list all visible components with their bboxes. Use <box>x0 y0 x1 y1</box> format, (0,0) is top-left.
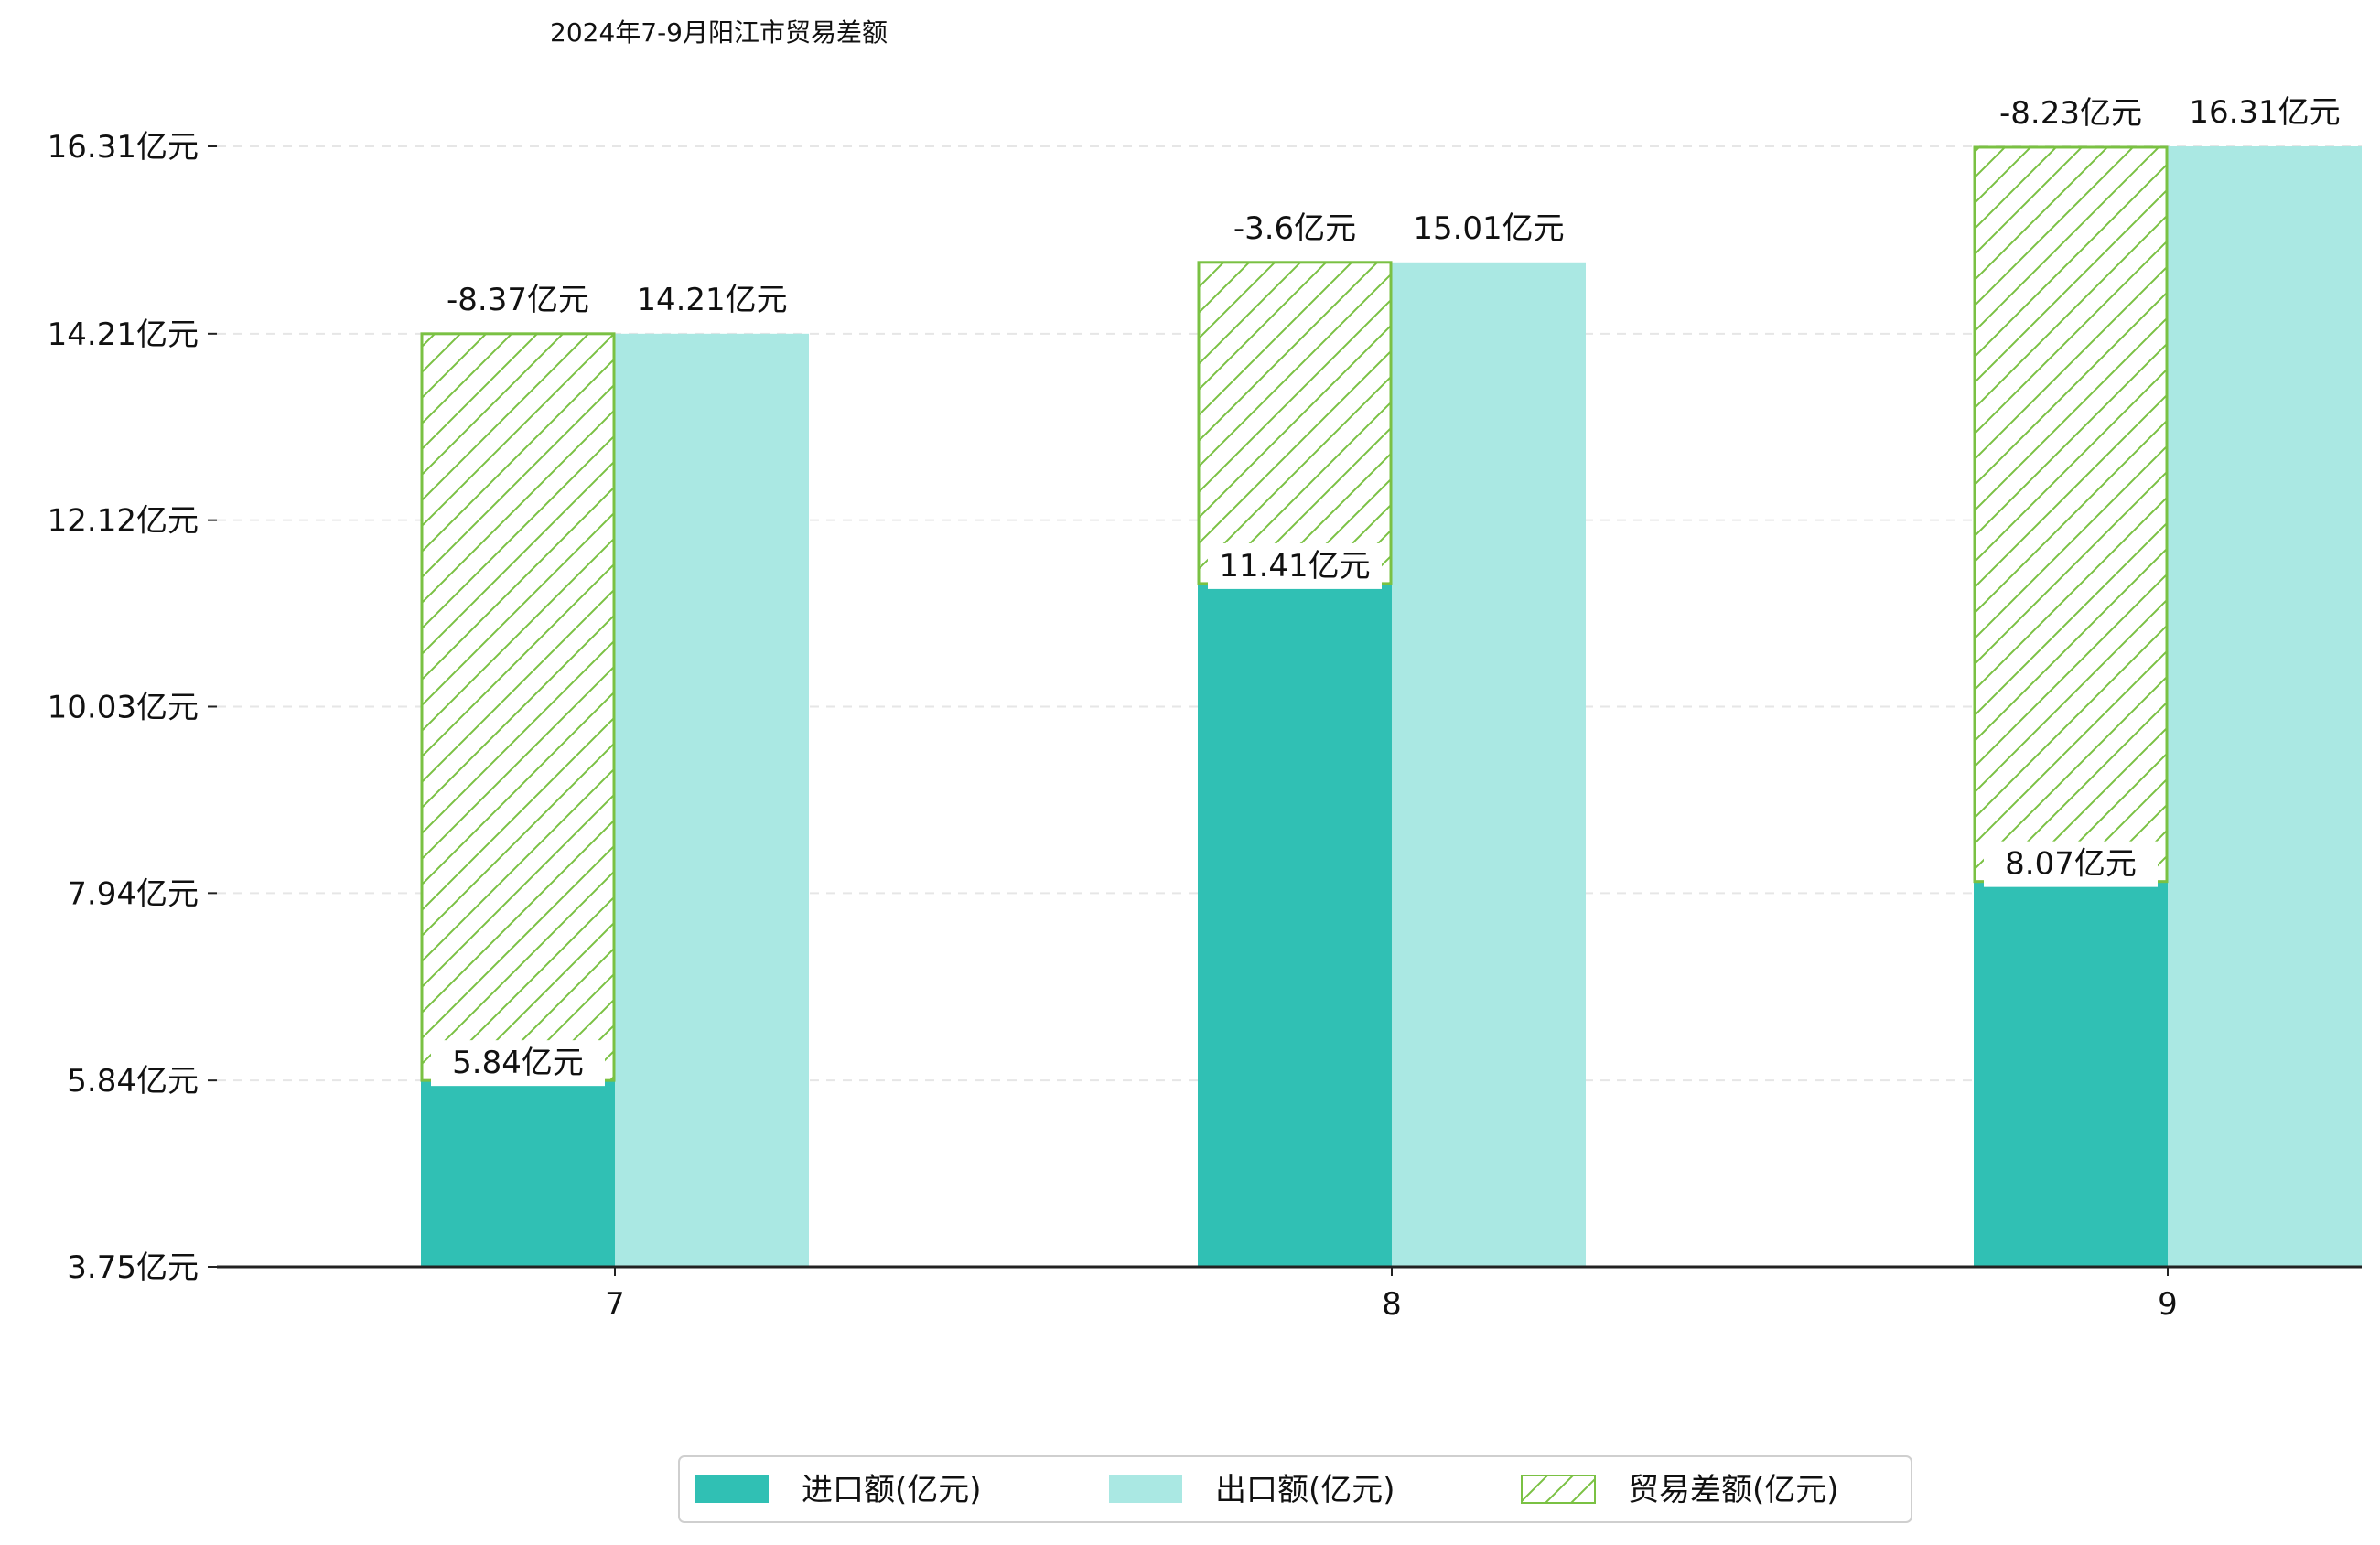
legend: 进口额(亿元) 出口额(亿元) 贸易差额(亿元) <box>678 1455 1912 1523</box>
balance-value-label: -8.37亿元 <box>447 282 589 318</box>
x-tick-label: 7 <box>605 1286 625 1323</box>
legend-balance-label: 贸易差额(亿元) <box>1628 1472 1839 1508</box>
legend-export-swatch <box>1109 1475 1182 1503</box>
legend-import-label: 进口额(亿元) <box>802 1472 982 1508</box>
balance-value-label-bg <box>1208 205 1382 252</box>
chart-title: 2024年7-9月阳江市贸易差额 <box>550 17 888 48</box>
bars <box>420 145 2362 1268</box>
data-labels: 5.84亿元 14.21亿元 -8.37亿元 11.41亿元 15.01亿元 -3.6亿元… <box>431 90 2352 1087</box>
y-tick-label: 16.31亿元 <box>48 129 199 166</box>
export-value-label: 15.01亿元 <box>1413 210 1564 247</box>
import-bar <box>1198 583 1392 1267</box>
legend-import-swatch <box>695 1475 769 1503</box>
import-value-label: 5.84亿元 <box>452 1045 584 1081</box>
y-tick-label: 5.84亿元 <box>67 1063 199 1100</box>
export-bar <box>615 333 809 1267</box>
axes: 3.75亿元 5.84亿元 7.94亿元 10.03亿元 12.12亿元 14.21亿元 1… <box>48 129 2362 1323</box>
import-value-label: 11.41亿元 <box>1219 548 1370 585</box>
export-value-label-bg <box>625 276 799 323</box>
export-bar <box>1392 262 1586 1268</box>
export-value-label: 14.21亿元 <box>636 282 787 318</box>
import-value-label-bg <box>1208 542 1382 589</box>
legend-box <box>678 1455 1912 1523</box>
balance-bar <box>1973 145 2169 884</box>
import-value-label-bg <box>1984 841 2158 887</box>
x-tick-label: 8 <box>1382 1286 1402 1323</box>
import-value-label-bg <box>431 1040 605 1087</box>
balance-value-label-bg <box>1984 90 2158 136</box>
import-value-label: 8.07亿元 <box>2005 846 2137 883</box>
x-tick-label: 9 <box>2158 1286 2178 1323</box>
y-tick-label: 7.94亿元 <box>67 875 199 912</box>
balance-value-label: -8.23亿元 <box>1999 95 2142 132</box>
balance-value-label: -3.6亿元 <box>1233 210 1356 247</box>
export-value-label-bg <box>2178 90 2352 135</box>
export-value-label-bg <box>1402 205 1576 252</box>
import-bar <box>421 1080 615 1267</box>
import-bar <box>1974 881 2168 1267</box>
legend-export-label: 出口额(亿元) <box>1215 1472 1395 1508</box>
balance-value-label-bg <box>431 276 605 323</box>
export-bar <box>2168 146 2362 1267</box>
y-tick-label: 10.03亿元 <box>48 690 199 726</box>
y-tick-label: 14.21亿元 <box>48 317 199 353</box>
balance-bar <box>420 332 616 1082</box>
y-tick-label: 12.12亿元 <box>48 503 199 540</box>
balance-bar <box>1197 261 1393 585</box>
legend-balance-swatch <box>1521 1475 1596 1504</box>
export-value-label: 16.31亿元 <box>2189 94 2340 131</box>
y-tick-label: 3.75亿元 <box>67 1250 199 1286</box>
